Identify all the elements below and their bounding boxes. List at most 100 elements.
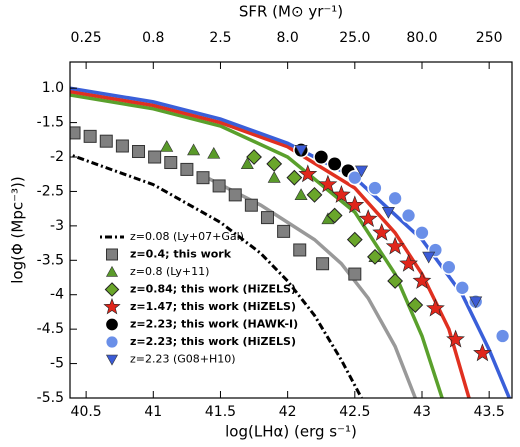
- circle-marker: [414, 225, 430, 241]
- legend-label: z=1.47; this work (HiZELS): [130, 300, 296, 313]
- square-marker: [293, 243, 307, 257]
- diamond-marker: [367, 248, 383, 265]
- legend-label: z=0.4; this work: [130, 248, 232, 261]
- top-axis-title: SFR (M⊙ yr⁻¹): [239, 3, 343, 21]
- star-marker: [473, 343, 492, 362]
- square-marker: [196, 171, 210, 185]
- down-triangle-marker: [422, 251, 436, 264]
- down-triangle-marker: [355, 165, 369, 178]
- legend-label: z=0.8 (Ly+11): [130, 265, 209, 278]
- diamond-marker: [266, 155, 283, 172]
- legend-marker: [104, 334, 120, 350]
- x-tick-label: 43.5: [474, 404, 505, 420]
- triangle-marker: [267, 171, 281, 183]
- x-axis-title: log(LHα) (erg s⁻¹): [225, 423, 357, 441]
- diamond-marker: [286, 169, 303, 186]
- y-tick-label: -1.5: [37, 115, 64, 131]
- circle-marker: [494, 328, 511, 344]
- square-marker: [212, 179, 226, 193]
- down-triangle-marker: [381, 206, 395, 219]
- top-tick-label: 25.0: [339, 30, 370, 46]
- circle-marker: [454, 280, 470, 296]
- legend-marker: [105, 354, 119, 366]
- y-tick-label: -2.5: [37, 183, 64, 199]
- top-tick-label: 250: [476, 30, 503, 46]
- legend-label: z=2.23 (G08+H10): [130, 353, 236, 366]
- legend-label: z=0.84; this work (HiZELS): [130, 283, 296, 296]
- top-tick-label: 0.8: [142, 30, 164, 46]
- legend-marker: [105, 265, 119, 277]
- square-marker: [132, 145, 146, 159]
- frame: [69, 61, 513, 399]
- y-tick-label: -3: [50, 218, 64, 234]
- legend-label: z=0.08 (Ly+07+Gal): [130, 230, 244, 243]
- circle-marker: [387, 190, 403, 206]
- triangle-marker: [187, 143, 201, 156]
- x-tick-label: 42: [279, 404, 297, 420]
- y-tick-label: -5.5: [37, 390, 64, 406]
- square-marker: [99, 134, 113, 148]
- star-marker: [446, 329, 465, 348]
- square-marker: [180, 162, 194, 176]
- x-tick-label: 41.5: [205, 404, 236, 420]
- circle-marker: [441, 259, 457, 275]
- square-marker: [316, 257, 330, 271]
- star-marker: [426, 298, 445, 317]
- top-tick-label: 80.0: [406, 30, 437, 46]
- y-tick-label: -4: [50, 287, 64, 303]
- circle-marker: [367, 180, 383, 196]
- top-tick-label: 8.0: [277, 30, 299, 46]
- square-marker: [244, 198, 258, 212]
- top-tick-label: 2.5: [209, 30, 231, 46]
- star-marker: [318, 174, 338, 193]
- triangle-marker: [240, 157, 254, 170]
- curve: [70, 89, 471, 398]
- legend-marker: [104, 317, 120, 332]
- circle-marker: [326, 155, 343, 172]
- diamond-marker: [306, 186, 323, 203]
- y-tick-label: -2: [50, 149, 64, 165]
- star-marker: [331, 185, 351, 203]
- circle-marker: [313, 149, 330, 165]
- down-triangle-marker: [469, 296, 483, 309]
- square-marker: [260, 211, 274, 225]
- circle-marker: [400, 207, 417, 224]
- square-marker: [277, 224, 291, 238]
- square-marker: [115, 139, 129, 153]
- diamond-marker: [387, 273, 404, 289]
- diamond-marker: [326, 207, 343, 224]
- star-marker: [345, 195, 365, 214]
- legend-label: z=2.23; this work (HAWK-I): [130, 318, 298, 331]
- y-tick-label: -5: [50, 356, 64, 372]
- star-marker: [372, 222, 392, 241]
- diamond-marker: [246, 149, 262, 165]
- circle-marker: [347, 170, 363, 186]
- triangle-marker: [294, 188, 308, 200]
- x-tick-label: 43: [413, 404, 431, 420]
- square-marker: [348, 267, 362, 281]
- top-tick-label: 0.25: [71, 30, 102, 46]
- legend-marker: [106, 248, 118, 261]
- x-tick-label: 40.5: [71, 404, 102, 420]
- triangle-marker: [160, 140, 174, 152]
- diamond-marker: [407, 297, 424, 313]
- square-marker: [70, 126, 81, 140]
- square-marker: [228, 188, 242, 202]
- star-marker: [298, 164, 318, 183]
- triangle-marker: [207, 146, 221, 159]
- x-tick-label: 41: [144, 404, 162, 420]
- star-marker: [385, 236, 405, 255]
- x-tick-label: 42.5: [339, 404, 370, 420]
- legend-label: z=2.23; this work (HiZELS): [130, 335, 296, 348]
- legend-marker: [103, 297, 121, 315]
- plot-area: [70, 86, 511, 398]
- diamond-marker: [346, 231, 363, 248]
- curve: [72, 154, 363, 398]
- star-marker: [412, 271, 432, 289]
- square-marker: [164, 156, 178, 170]
- star-marker: [358, 209, 378, 228]
- y-tick-label: -3.5: [37, 252, 64, 268]
- y-tick-label: 1.0: [42, 80, 64, 96]
- curve: [70, 93, 444, 398]
